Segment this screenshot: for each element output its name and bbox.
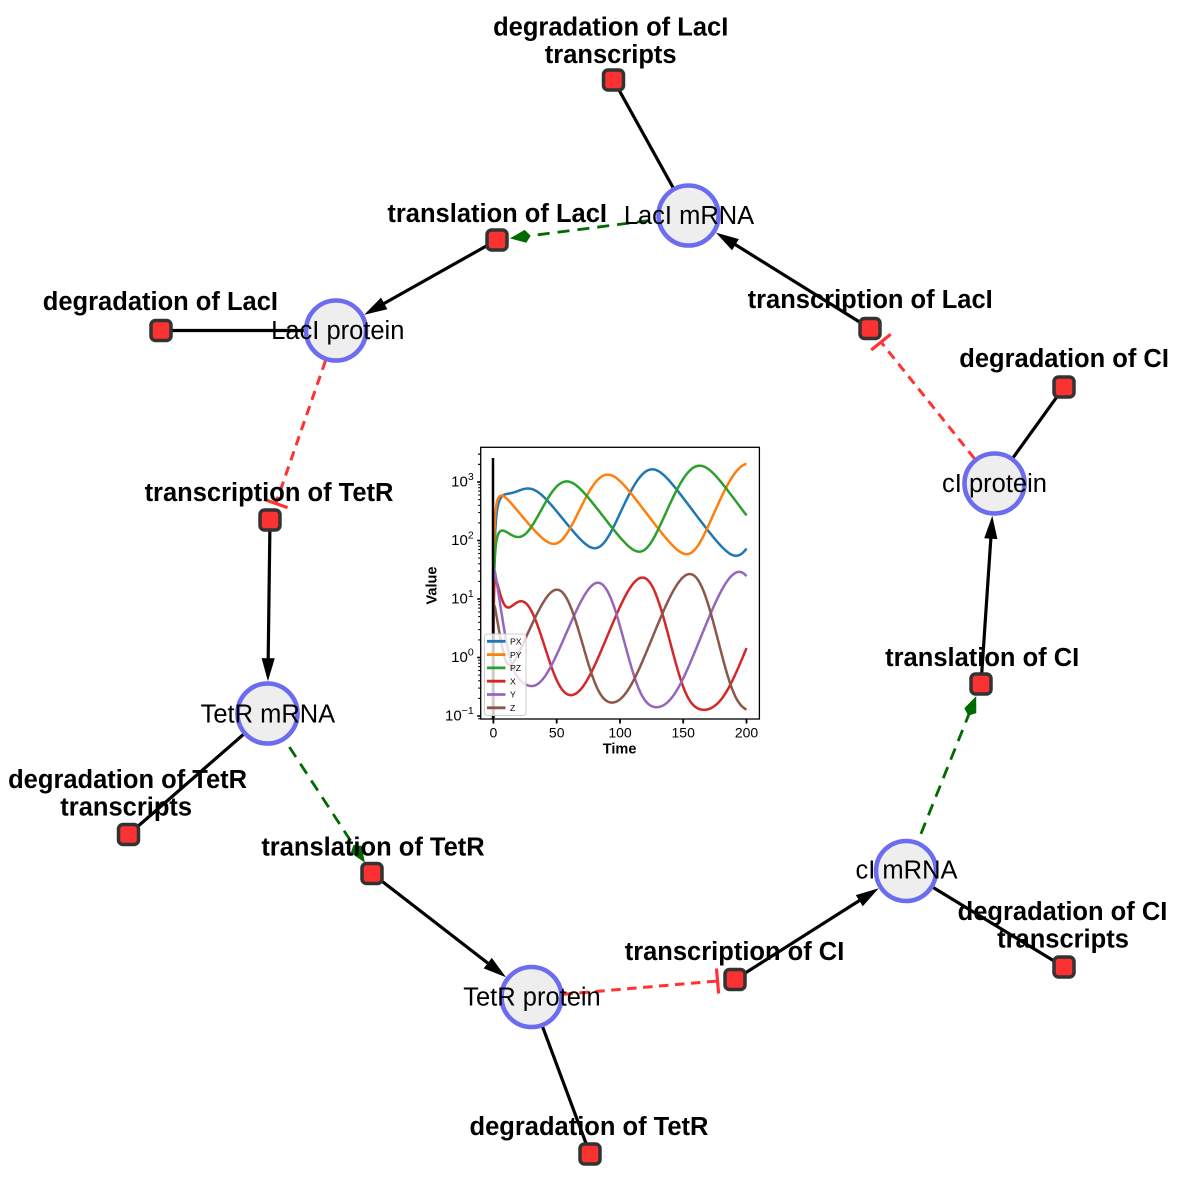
svg-text:0: 0 [490,724,498,740]
svg-text:Y: Y [510,690,516,700]
svg-text:101: 101 [451,588,474,608]
svg-text:transcripts: transcripts [545,41,677,69]
svg-text:150: 150 [672,724,696,740]
svg-text:transcription of TetR: transcription of TetR [145,479,394,507]
svg-text:degradation of CI: degradation of CI [958,898,1168,926]
svg-text:transcription of CI: transcription of CI [625,938,845,966]
svg-text:cI protein: cI protein [942,470,1047,498]
svg-text:50: 50 [549,724,565,740]
svg-text:X: X [510,676,516,686]
svg-text:LacI protein: LacI protein [271,317,404,345]
svg-text:TetR protein: TetR protein [463,983,601,1011]
svg-text:LacI mRNA: LacI mRNA [624,202,754,230]
svg-text:Value: Value [424,567,440,605]
svg-text:degradation of TetR: degradation of TetR [470,1113,709,1141]
svg-text:100: 100 [608,724,632,740]
svg-text:transcripts: transcripts [60,794,192,822]
svg-text:10−1: 10−1 [445,705,474,725]
svg-text:cI mRNA: cI mRNA [856,857,958,885]
svg-text:TetR mRNA: TetR mRNA [201,701,336,729]
svg-text:PX: PX [510,637,522,647]
svg-text:degradation of LacI: degradation of LacI [43,288,278,316]
svg-text:Time: Time [603,742,637,758]
svg-text:translation of TetR: translation of TetR [261,834,484,862]
svg-text:translation of CI: translation of CI [885,644,1079,672]
svg-text:Z: Z [510,703,516,713]
svg-text:degradation of LacI: degradation of LacI [493,13,728,41]
svg-text:transcription of LacI: transcription of LacI [748,286,993,314]
svg-text:PY: PY [510,650,522,660]
svg-text:PZ: PZ [510,663,522,673]
svg-text:103: 103 [451,471,474,491]
svg-text:translation of LacI: translation of LacI [387,200,607,228]
svg-text:transcripts: transcripts [997,926,1129,954]
svg-text:102: 102 [451,530,474,550]
svg-text:degradation of CI: degradation of CI [959,345,1169,373]
svg-text:100: 100 [451,647,474,667]
svg-text:degradation of TetR: degradation of TetR [8,766,247,794]
svg-text:200: 200 [735,724,759,740]
